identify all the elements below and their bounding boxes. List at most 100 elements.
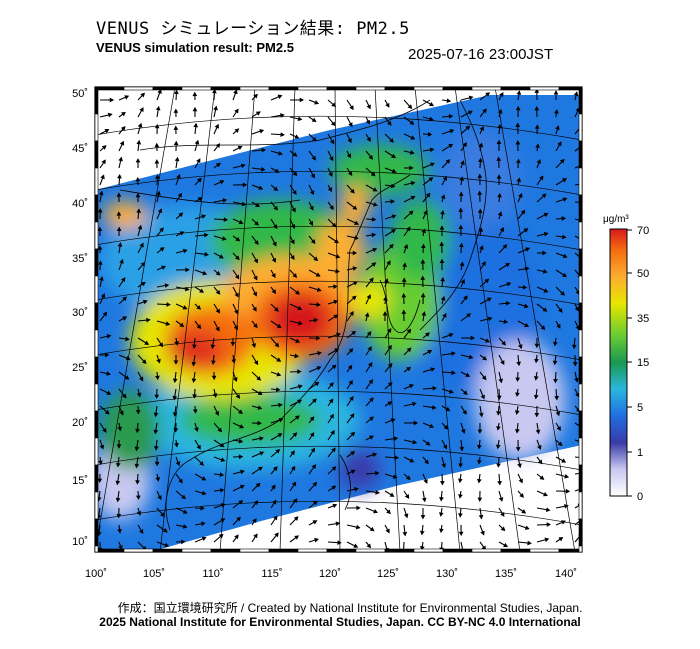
wind-arrowhead — [391, 214, 397, 219]
wind-arrowhead — [297, 399, 302, 404]
frame-segment — [578, 194, 583, 223]
wind-arrowhead — [408, 384, 414, 389]
wind-arrowhead — [329, 382, 334, 387]
colorbar-label: 1 — [637, 447, 643, 459]
wind-arrowhead — [581, 162, 582, 165]
wind-arrowhead — [428, 177, 434, 182]
wind-arrowhead — [421, 228, 427, 234]
wind-arrowhead — [348, 122, 353, 128]
wind-arrowhead — [142, 299, 148, 305]
wind-arrowhead — [298, 320, 303, 326]
wind-arrowhead — [481, 375, 487, 381]
wind-arrowhead — [515, 377, 521, 382]
wind-arrowhead — [541, 193, 547, 199]
wind-arrowhead — [538, 175, 544, 181]
wind-arrowhead — [312, 481, 318, 487]
wind-arrowhead — [542, 269, 548, 274]
wind-arrowhead — [153, 412, 159, 418]
wind-arrowhead — [369, 435, 374, 440]
latitude-labels: 50˚ 45˚ 40˚ 35˚ 30˚ 25˚ 20˚ 15˚ 10˚ — [72, 88, 88, 548]
wind-arrowhead — [425, 441, 431, 446]
wind-arrowhead — [403, 513, 409, 519]
wind-arrowhead — [97, 478, 103, 483]
frame-segment — [500, 86, 531, 91]
wind-arrowhead — [430, 367, 436, 372]
wind-arrowhead — [109, 97, 115, 103]
wind-arrowhead — [173, 360, 179, 365]
wind-arrowhead — [555, 125, 560, 130]
wind-arrowhead — [356, 505, 361, 511]
wind-arrowhead — [427, 350, 433, 355]
wind-arrowhead — [467, 110, 473, 115]
colorbar-unit: μg/m³ — [603, 214, 629, 225]
wind-arrowhead — [350, 188, 355, 194]
wind-arrowhead — [272, 499, 277, 505]
wind-arrowhead — [487, 316, 493, 322]
wind-arrowhead — [543, 491, 548, 497]
wind-arrowhead — [252, 306, 257, 312]
wind-arrowhead — [135, 495, 141, 500]
wind-arrowhead — [373, 509, 379, 514]
frame-segment — [181, 86, 212, 91]
wind-arrowhead — [557, 141, 562, 147]
wind-arrowhead — [173, 428, 179, 433]
wind-arrowhead — [257, 420, 262, 426]
wind-arrowhead — [404, 493, 410, 499]
wind-arrowhead — [242, 182, 248, 188]
wind-arrowhead — [330, 139, 335, 145]
wind-arrowhead — [312, 500, 318, 506]
frame-segment — [471, 86, 502, 91]
wind-arrowhead — [496, 156, 502, 161]
wind-arrowhead — [220, 518, 226, 523]
wind-arrowhead — [166, 302, 171, 307]
wind-arrowhead — [468, 95, 474, 101]
wind-arrowhead — [496, 411, 501, 416]
wind-arrowhead — [238, 409, 243, 415]
wind-arrowhead — [238, 219, 244, 225]
credit-line: 作成：国立環境研究所 / Created by National Institu… — [117, 601, 583, 615]
wind-arrowhead — [328, 398, 334, 404]
wind-arrowhead — [257, 405, 263, 410]
wind-arrowhead — [140, 261, 146, 267]
wind-arrowhead — [292, 171, 298, 177]
wind-arrowhead — [101, 145, 107, 150]
wind-arrowhead — [498, 497, 504, 502]
wind-arrowhead — [219, 442, 225, 448]
frame-segment — [384, 548, 415, 553]
frame-segment — [529, 86, 560, 91]
graticule — [95, 87, 582, 552]
wind-arrowhead — [391, 153, 396, 159]
frame-segment — [529, 548, 560, 553]
wind-arrowhead — [276, 357, 282, 362]
wind-arrowhead — [136, 139, 142, 145]
wind-arrowhead — [425, 332, 430, 337]
wind-arrowhead — [204, 251, 209, 257]
wind-arrowhead — [106, 371, 111, 376]
wind-arrowhead — [354, 220, 359, 225]
wind-arrowhead — [439, 225, 445, 230]
wind-arrowhead — [272, 224, 278, 230]
wind-arrowhead — [117, 242, 123, 247]
wind-arrowhead — [331, 447, 336, 453]
wind-arrowhead — [214, 410, 220, 416]
wind-arrowhead — [366, 136, 371, 142]
wind-arrowhead — [564, 503, 569, 509]
wind-arrowhead — [439, 528, 444, 534]
wind-arrowhead — [391, 229, 396, 234]
wind-arrowhead — [181, 494, 186, 500]
wind-arrowhead — [314, 381, 320, 387]
wind-arrowhead — [497, 192, 502, 198]
wind-arrowhead — [154, 159, 160, 164]
wind-arrowhead — [554, 109, 559, 114]
wind-arrowhead — [543, 288, 549, 293]
wind-arrowhead — [297, 305, 303, 311]
wind-arrowhead — [135, 480, 140, 485]
frame-segment — [94, 86, 125, 91]
wind-arrowhead — [366, 294, 371, 300]
wind-arrowhead — [158, 342, 164, 348]
frame-segment — [94, 410, 99, 439]
wind-arrowhead — [259, 436, 264, 441]
wind-arrowhead — [440, 209, 445, 215]
wind-arrowhead — [218, 254, 224, 259]
